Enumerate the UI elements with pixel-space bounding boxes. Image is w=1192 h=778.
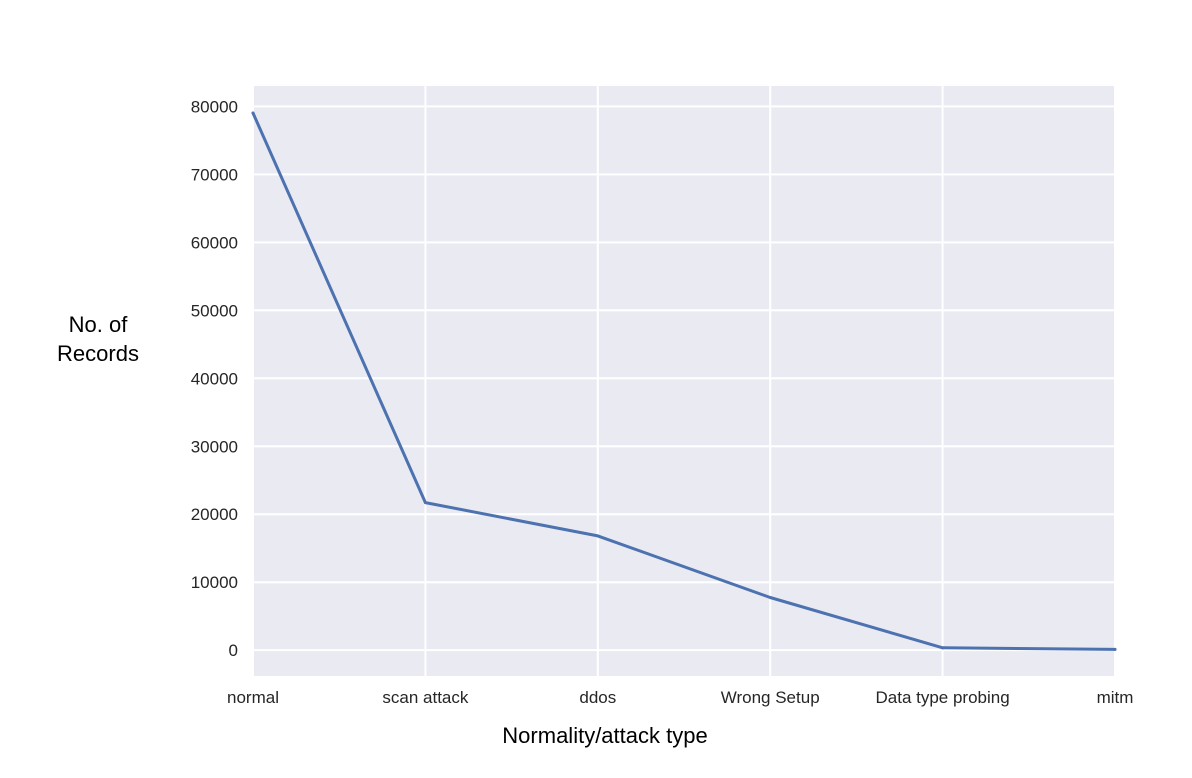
grid-lines	[252, 86, 1116, 676]
data-point	[768, 595, 772, 599]
x-tick-labels: normal scan attack ddos Wrong Setup Data typ…	[227, 688, 1133, 707]
y-tick-label: 0	[229, 641, 238, 660]
y-axis-label-line-1: No. of	[69, 312, 129, 337]
y-axis-label-line-2: Records	[57, 341, 139, 366]
x-axis-label: Normality/attack type	[502, 723, 707, 748]
series-line	[251, 111, 1117, 651]
y-tick-label: 60000	[191, 233, 238, 252]
series-layer	[251, 111, 1117, 651]
y-tick-label: 10000	[191, 573, 238, 592]
y-tick-labels: 0 10000 20000 30000 40000 50000 60000 70000 8000…	[191, 97, 238, 660]
x-tick-label: Wrong Setup	[721, 688, 820, 707]
data-point	[596, 534, 600, 538]
y-tick-label: 40000	[191, 369, 238, 388]
y-tick-label: 70000	[191, 165, 238, 184]
x-tick-label: scan attack	[382, 688, 468, 707]
y-tick-label: 50000	[191, 301, 238, 320]
y-tick-label: 80000	[191, 97, 238, 116]
data-point	[251, 111, 255, 115]
plot-background	[253, 86, 1115, 676]
x-tick-label: Data type probing	[875, 688, 1009, 707]
data-point	[941, 646, 945, 650]
x-tick-label: ddos	[579, 688, 616, 707]
x-tick-label: normal	[227, 688, 279, 707]
y-tick-label: 20000	[191, 505, 238, 524]
x-tick-label: mitm	[1097, 688, 1134, 707]
data-point	[423, 501, 427, 505]
y-tick-label: 30000	[191, 437, 238, 456]
data-point	[1113, 647, 1117, 651]
